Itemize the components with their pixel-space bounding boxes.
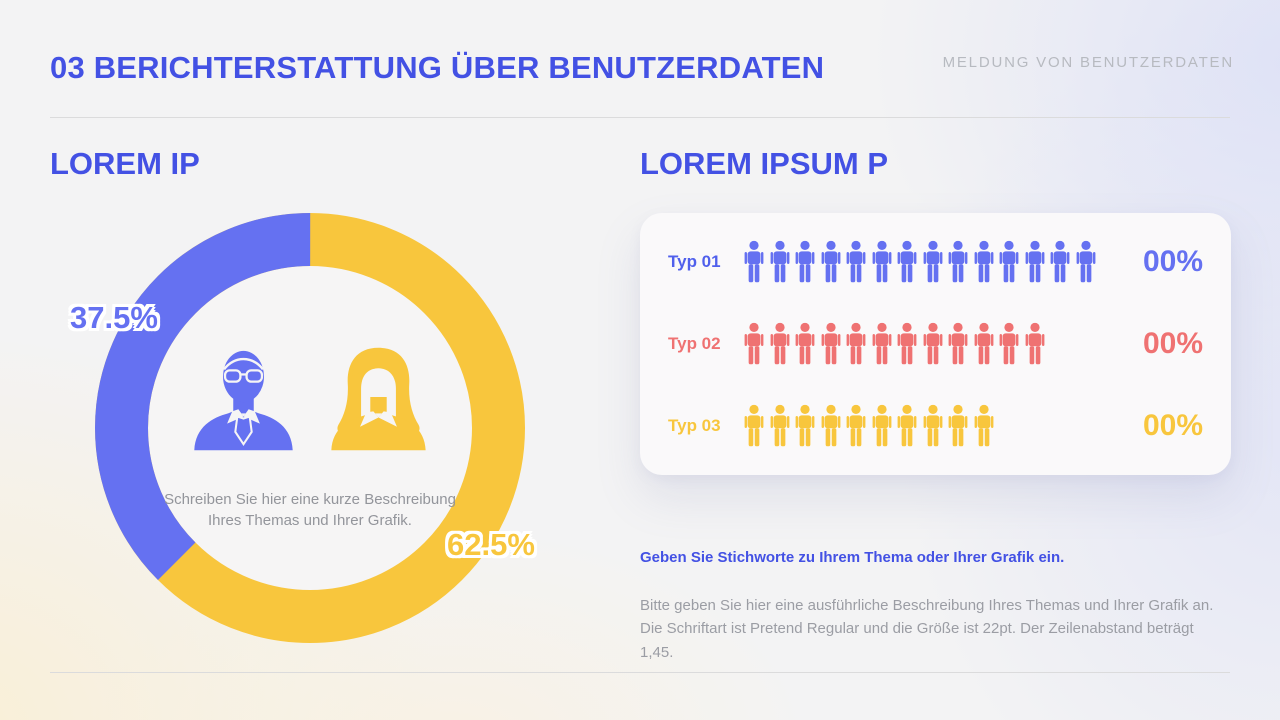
person-icon: [768, 321, 792, 367]
person-icon: [742, 403, 766, 449]
person-icon: [819, 239, 843, 285]
person-icon: [946, 321, 970, 367]
person-icon: [819, 403, 843, 449]
row-value: 00%: [1142, 409, 1203, 442]
row-label: Typ 03: [668, 416, 721, 435]
person-icon: [870, 321, 894, 367]
person-icon: [742, 321, 766, 367]
person-icon: [972, 239, 996, 285]
row-label: Typ 01: [668, 252, 721, 271]
person-icon: [793, 239, 817, 285]
donut-chart: [94, 213, 525, 643]
person-icon: [870, 403, 894, 449]
pictograph-row-typ-02: Typ 02 00%: [668, 303, 1203, 385]
row-person-icons: [742, 321, 1143, 367]
person-icon: [972, 403, 996, 449]
donut-svg: [94, 213, 525, 643]
person-icon: [895, 403, 919, 449]
donut-center-caption: Schreiben Sie hier eine kurze Beschreibu…: [164, 491, 456, 530]
person-icon: [946, 239, 970, 285]
person-icon: [819, 321, 843, 367]
businessman-icon: [194, 350, 293, 451]
row-value: 00%: [1142, 327, 1203, 360]
person-icon: [1048, 239, 1072, 285]
person-icon: [895, 239, 919, 285]
donut-label-yellow: 62.5%: [447, 527, 535, 562]
pictograph-row-typ-01: Typ 01 00%: [668, 221, 1203, 303]
person-icon: [870, 239, 894, 285]
person-icon: [895, 321, 919, 367]
donut-label-blue: 37.5%: [70, 300, 158, 335]
row-value: 00%: [1142, 245, 1203, 278]
left-section-heading: LOREM IP: [50, 146, 200, 181]
person-icon: [793, 403, 817, 449]
person-icon: [844, 239, 868, 285]
person-icon: [921, 239, 945, 285]
businesswoman-icon: [331, 347, 426, 451]
person-icon: [997, 321, 1021, 367]
person-icon: [921, 403, 945, 449]
person-icon: [1023, 321, 1047, 367]
pictograph-row-typ-03: Typ 03 00%: [668, 385, 1203, 467]
person-icon: [1074, 239, 1098, 285]
description-text: Bitte geben Sie hier eine ausführliche B…: [640, 597, 1214, 661]
person-icon: [997, 239, 1021, 285]
person-icon: [844, 321, 868, 367]
row-person-icons: [742, 239, 1143, 285]
person-icon: [921, 321, 945, 367]
pictograph-card: Typ 01 00% Typ 02 00% Typ 03 00%: [640, 213, 1231, 475]
keyword-line: Geben Sie Stichworte zu Ihrem Thema oder…: [640, 549, 1065, 566]
donut-center-icons: [182, 334, 440, 460]
person-icon: [768, 239, 792, 285]
person-icon: [972, 321, 996, 367]
donut-segment-blue: [94, 213, 525, 643]
person-icon: [742, 239, 766, 285]
bottom-divider: [50, 672, 1230, 673]
row-label: Typ 02: [668, 334, 721, 353]
top-divider: [50, 117, 1230, 118]
person-icon: [844, 403, 868, 449]
person-icon: [793, 321, 817, 367]
person-icon: [768, 403, 792, 449]
donut-hole: [148, 266, 472, 590]
person-icon: [1023, 239, 1047, 285]
page-title: 03 BERICHTERSTATTUNG ÜBER BENUTZERDATEN: [50, 50, 825, 85]
person-icon: [946, 403, 970, 449]
right-section-heading: LOREM IPSUM P: [640, 146, 889, 181]
row-person-icons: [742, 403, 1143, 449]
header-right-label: MELDUNG VON BENUTZERDATEN: [942, 54, 1234, 71]
